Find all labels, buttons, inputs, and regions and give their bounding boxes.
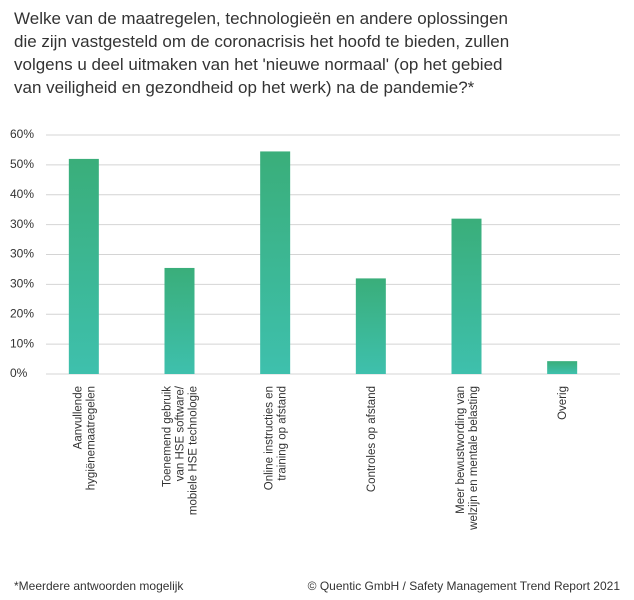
chart-title: volgens u deel uitmaken van het 'nieuwe … bbox=[14, 55, 502, 74]
bar bbox=[355, 278, 386, 374]
x-tick-label: welzijn en mentale belasting bbox=[468, 386, 480, 531]
y-tick-label: 50% bbox=[10, 157, 34, 171]
x-tick-label: training op afstand bbox=[277, 386, 289, 481]
footnote: *Meerdere antwoorden mogelijk bbox=[14, 579, 184, 593]
bar bbox=[68, 158, 99, 374]
bar bbox=[547, 361, 578, 374]
x-tick-label: Aanvullende bbox=[72, 386, 84, 449]
x-tick-label: hygiënemaatregelen bbox=[85, 386, 97, 490]
y-tick-label: 40% bbox=[10, 187, 34, 201]
y-tick-label: 30% bbox=[10, 217, 34, 231]
chart-title: Welke van de maatregelen, technologieën … bbox=[14, 9, 508, 28]
chart-title: die zijn vastgesteld om de coronacrisis … bbox=[14, 32, 509, 51]
bar bbox=[260, 151, 291, 374]
y-tick-label: 10% bbox=[10, 336, 34, 350]
y-tick-label: 20% bbox=[10, 306, 34, 320]
x-tick-label: Meer bewustwording van bbox=[455, 386, 467, 514]
x-tick-label: mobiele HSE technologie bbox=[188, 386, 200, 515]
y-tick-label: 30% bbox=[10, 247, 34, 261]
source: © Quentic GmbH / Safety Management Trend… bbox=[308, 579, 621, 593]
x-tick-label: van HSE software/ bbox=[175, 385, 187, 481]
x-tick-label: Overig bbox=[557, 386, 569, 420]
bar bbox=[164, 267, 195, 374]
y-tick-label: 60% bbox=[10, 127, 34, 141]
x-tick-label: Toenemend gebruik bbox=[162, 386, 174, 487]
y-tick-label: 0% bbox=[10, 366, 28, 380]
y-tick-label: 30% bbox=[10, 277, 34, 291]
chart-title: van veiligheid en gezondheid op het werk… bbox=[14, 78, 475, 97]
x-tick-label: Online instructies en bbox=[264, 386, 276, 490]
bar bbox=[451, 218, 482, 374]
x-tick-label: Controles op afstand bbox=[366, 386, 378, 492]
